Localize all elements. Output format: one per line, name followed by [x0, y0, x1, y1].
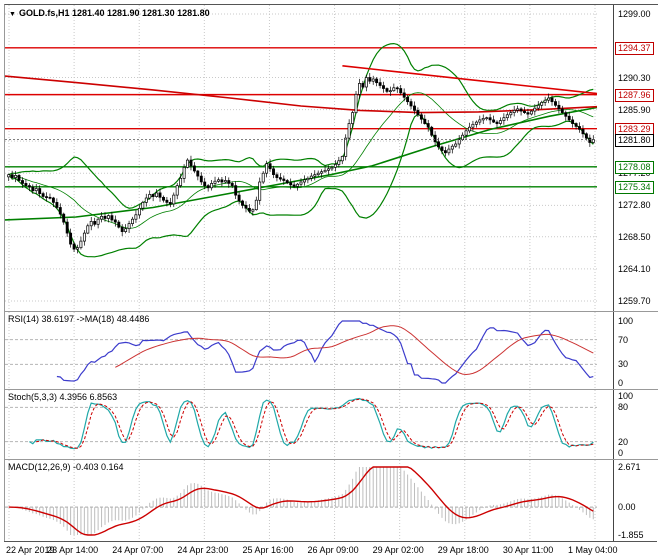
trendline[interactable]: [342, 65, 598, 95]
rsi-tick: 30: [618, 359, 629, 370]
bollinger-bands: [8, 42, 594, 258]
stoch-tick: 80: [618, 402, 629, 413]
macd-canvas[interactable]: [5, 460, 613, 542]
current-price-badge[interactable]: 1281.80: [615, 133, 654, 147]
price-tick: 1299.00: [618, 9, 651, 19]
price-tick: 1272.80: [618, 200, 651, 211]
moving-averages: [5, 75, 598, 221]
time-tick: 24 Apr 07:00: [112, 545, 164, 555]
time-tick: 24 Apr 23:00: [177, 545, 229, 555]
resistance-price-badge[interactable]: 1287.96: [615, 88, 654, 102]
price-chart-canvas[interactable]: [5, 5, 613, 312]
macd-tick: 2.671: [618, 462, 641, 472]
stoch-tick: 20: [618, 436, 629, 447]
time-tick: 29 Apr 02:00: [372, 545, 424, 555]
macd-panel[interactable]: MACD(12,26,9) -0.403 0.164 2.671 0.00 -1.8…: [4, 459, 659, 542]
stochastic-panel[interactable]: Stoch(5,3,3) 4.3956 6.8563 100 80 20 0: [4, 389, 659, 460]
time-tick: 30 Apr 11:00: [502, 545, 554, 555]
grid: [5, 390, 597, 460]
support-resistance-lines[interactable]: [5, 47, 597, 188]
time-tick: 25 Apr 16:00: [242, 545, 294, 555]
stoch-tick: 100: [618, 391, 634, 401]
rsi-canvas[interactable]: [5, 312, 613, 390]
price-tick: 1290.30: [618, 72, 651, 83]
rsi-tick: 100: [618, 316, 634, 326]
grid: [5, 5, 597, 312]
time-tick: 22 Apr 2019: [6, 545, 55, 555]
resistance-price-badge[interactable]: 1294.37: [615, 41, 654, 55]
support-price-badge[interactable]: 1275.34: [615, 180, 654, 194]
macd-tick: 0.00: [618, 502, 636, 513]
price-tick: 1285.90: [618, 104, 651, 115]
macd-tick: -1.855: [618, 530, 644, 540]
time-tick: 26 Apr 09:00: [307, 545, 359, 555]
time-tick: 23 Apr 14:00: [47, 545, 99, 555]
stochastic-lines: [29, 397, 594, 450]
price-tick: 1264.10: [618, 263, 651, 274]
grid: [5, 312, 597, 390]
rsi-axis: 100 70 30 0: [613, 312, 659, 390]
time-axis[interactable]: 22 Apr 2019 23 Apr 14:00 24 Apr 07:00 24 Ap…: [4, 541, 657, 560]
macd-signal-line: [8, 466, 594, 536]
rsi-panel[interactable]: RSI(14) 38.6197 ->MA(18) 48.4486 100 70 30…: [4, 311, 659, 390]
time-tick: 29 Apr 18:00: [437, 545, 489, 555]
rsi-lines: [56, 320, 594, 384]
price-tick: 1259.70: [618, 296, 651, 306]
rsi-tick: 70: [618, 334, 629, 345]
stoch-tick: 0: [618, 448, 624, 458]
macd-axis: 2.671 0.00 -1.855: [613, 460, 659, 542]
rsi-tick: 0: [618, 378, 624, 388]
stochastic-axis: 100 80 20 0: [613, 390, 659, 460]
stochastic-canvas[interactable]: [5, 390, 613, 460]
main-chart-panel[interactable]: ▼ GOLD.fs,H1 1281.40 1281.90 1281.30 1281…: [4, 4, 659, 312]
support-price-badge[interactable]: 1278.08: [615, 160, 654, 174]
candles: [7, 73, 595, 254]
price-tick: 1268.50: [618, 231, 651, 242]
time-tick: 1 May 04:00: [568, 545, 618, 555]
price-axis[interactable]: 1299.001290.301285.901281.601277.201272.…: [613, 5, 659, 312]
